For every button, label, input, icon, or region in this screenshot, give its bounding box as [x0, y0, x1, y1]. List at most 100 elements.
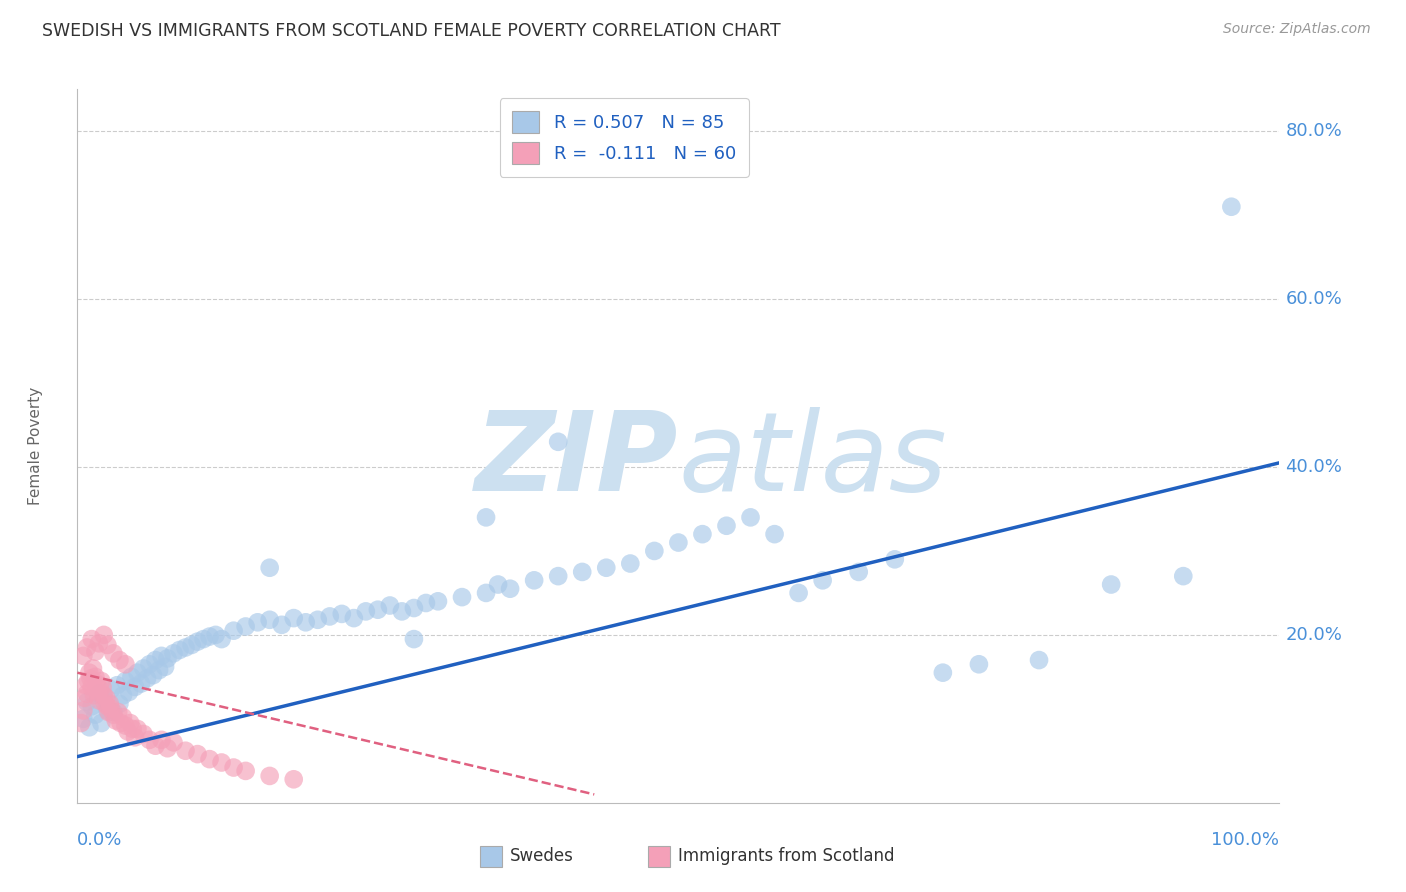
Point: [198, 752, 221, 766]
Point: [475, 586, 498, 600]
Point: [127, 722, 149, 736]
Point: [127, 665, 149, 680]
Point: [138, 657, 160, 672]
Point: [84, 707, 107, 722]
Point: [595, 560, 617, 574]
Point: [475, 510, 498, 524]
Text: Swedes: Swedes: [510, 847, 574, 865]
Point: [283, 611, 305, 625]
Point: [87, 687, 110, 701]
Point: [117, 724, 139, 739]
Point: [84, 670, 107, 684]
Point: [114, 674, 136, 689]
Text: Female Poverty: Female Poverty: [28, 387, 42, 505]
Point: [103, 705, 125, 719]
Point: [763, 527, 786, 541]
Point: [643, 544, 665, 558]
Point: [108, 697, 131, 711]
Point: [104, 714, 127, 728]
Point: [211, 756, 233, 770]
Point: [93, 689, 115, 703]
Point: [787, 586, 810, 600]
Point: [86, 676, 108, 690]
Point: [174, 744, 197, 758]
Point: [111, 710, 134, 724]
Text: 100.0%: 100.0%: [1212, 831, 1279, 849]
Point: [124, 731, 146, 745]
Point: [76, 687, 98, 701]
Point: [740, 510, 762, 524]
Point: [402, 601, 425, 615]
Point: [193, 632, 215, 646]
Point: [883, 552, 905, 566]
Point: [283, 772, 305, 787]
Point: [110, 716, 132, 731]
Point: [145, 653, 167, 667]
Point: [105, 678, 128, 692]
Point: [547, 569, 569, 583]
Point: [96, 699, 118, 714]
Point: [259, 769, 281, 783]
Point: [259, 560, 281, 574]
Point: [162, 646, 184, 660]
Point: [87, 693, 110, 707]
Point: [259, 613, 281, 627]
Point: [80, 699, 103, 714]
Point: [77, 674, 100, 689]
Text: atlas: atlas: [679, 407, 948, 514]
Point: [72, 703, 94, 717]
Point: [87, 636, 110, 650]
Point: [89, 682, 111, 697]
Point: [150, 732, 173, 747]
Point: [93, 628, 115, 642]
Bar: [479, 846, 502, 867]
Point: [145, 739, 167, 753]
Point: [72, 712, 94, 726]
Point: [402, 632, 425, 646]
Point: [103, 707, 125, 722]
Point: [91, 680, 114, 694]
Point: [235, 619, 257, 633]
Point: [668, 535, 690, 549]
Point: [354, 604, 377, 618]
Point: [96, 703, 118, 717]
Point: [523, 574, 546, 588]
Point: [1220, 200, 1243, 214]
Point: [114, 657, 136, 672]
Point: [1028, 653, 1050, 667]
Point: [70, 716, 93, 731]
Point: [330, 607, 353, 621]
Point: [142, 668, 165, 682]
Point: [198, 630, 221, 644]
Point: [107, 705, 129, 719]
Point: [319, 609, 342, 624]
Point: [94, 697, 117, 711]
Text: 0.0%: 0.0%: [77, 831, 122, 849]
Point: [169, 643, 191, 657]
Point: [967, 657, 990, 672]
Text: 40.0%: 40.0%: [1285, 458, 1343, 476]
Point: [270, 617, 292, 632]
Point: [96, 690, 118, 705]
Point: [343, 611, 366, 625]
Point: [90, 716, 112, 731]
Point: [204, 628, 226, 642]
Point: [93, 690, 115, 705]
Point: [716, 518, 738, 533]
Point: [427, 594, 450, 608]
Point: [153, 660, 176, 674]
Point: [120, 670, 142, 684]
Point: [246, 615, 269, 630]
Point: [222, 760, 245, 774]
Point: [114, 718, 136, 732]
Point: [138, 732, 160, 747]
Point: [108, 653, 131, 667]
Point: [174, 640, 197, 655]
Point: [148, 663, 170, 677]
Point: [79, 720, 101, 734]
Point: [367, 603, 389, 617]
Point: [96, 638, 118, 652]
Point: [486, 577, 509, 591]
Point: [72, 648, 94, 663]
Point: [211, 632, 233, 646]
